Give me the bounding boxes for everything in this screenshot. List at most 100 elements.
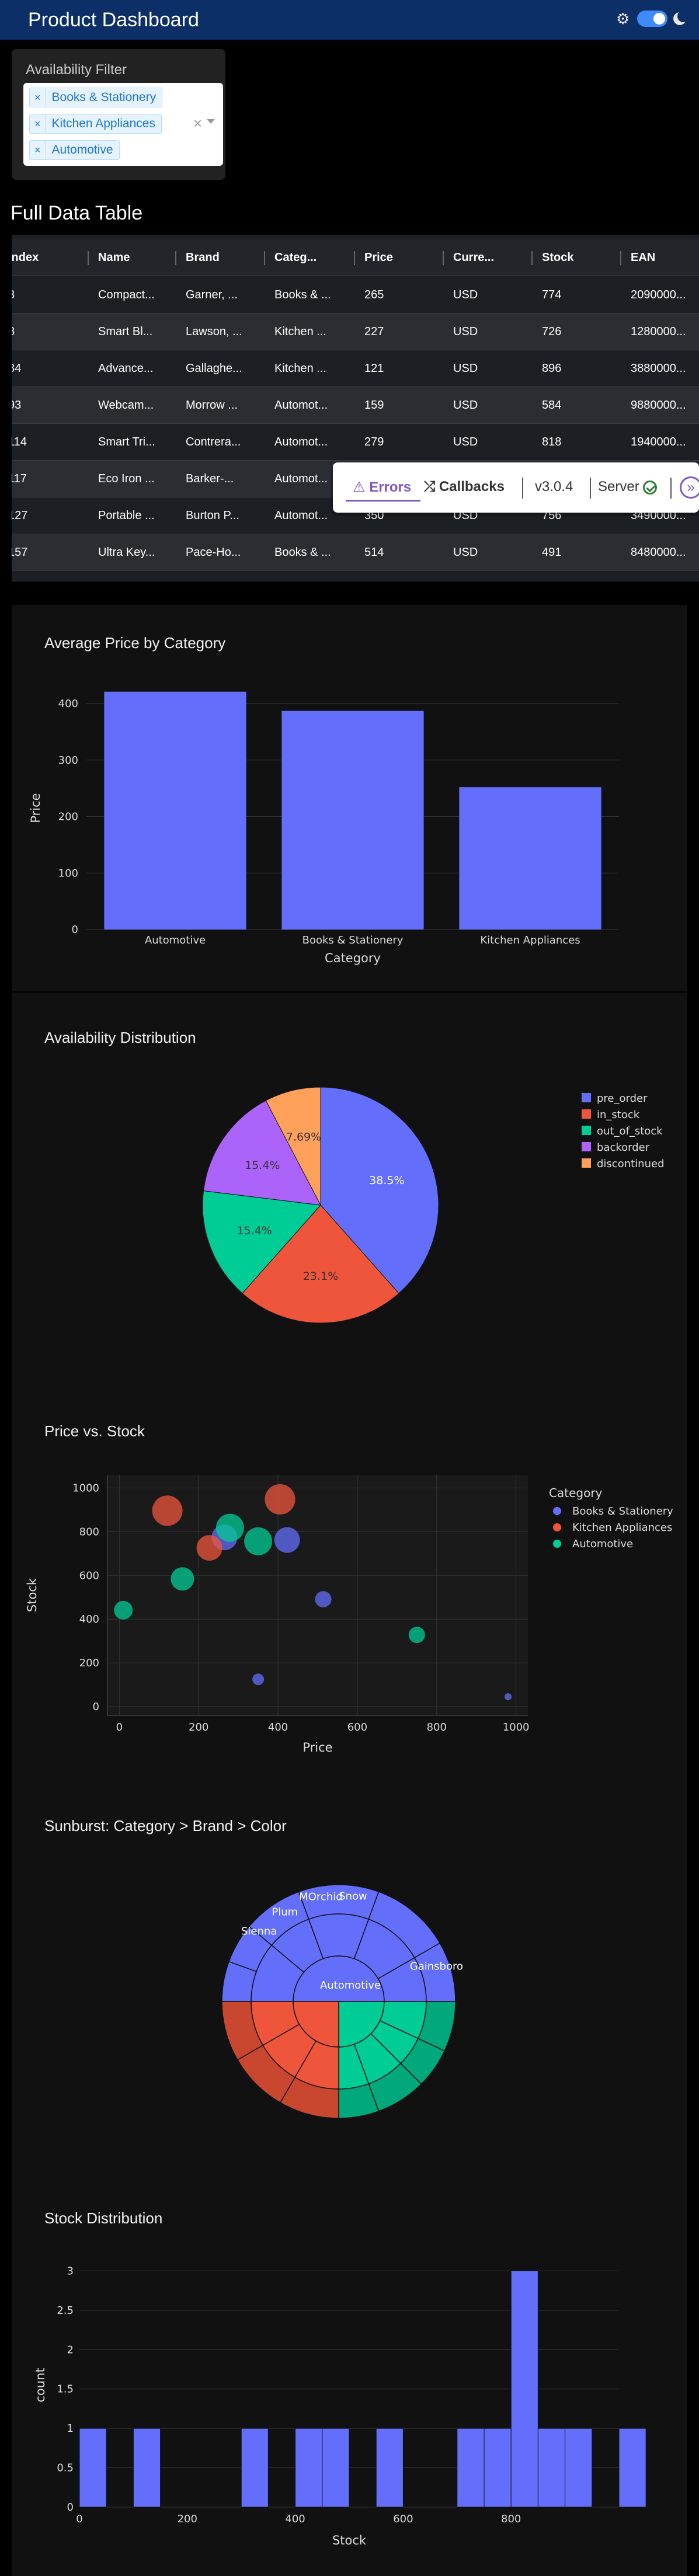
histogram-bar [510, 2270, 538, 2508]
y-tick-label: 400 [79, 1613, 99, 1625]
table-header-row[interactable]: Index Name Brand Categ... Price Curre... Stock… [12, 239, 699, 276]
clear-all-icon[interactable]: × [193, 114, 202, 132]
column-header[interactable]: Brand [186, 250, 220, 264]
x-axis-title: Category [325, 951, 381, 965]
check-circle-icon [643, 480, 658, 495]
histogram-bar [457, 2428, 485, 2508]
column-resize-handle[interactable] [88, 251, 89, 265]
legend-swatch [582, 1126, 591, 1135]
table-row[interactable]: 93 Webcam... Morrow ... Automot... 159 USD 584… [12, 387, 699, 424]
y-tick-label: 1000 [72, 1482, 99, 1494]
histogram-bar [295, 2428, 323, 2508]
column-header[interactable]: Curre... [453, 250, 495, 264]
column-resize-handle[interactable] [531, 251, 533, 265]
table-row[interactable]: 114 Smart Tri... Contrera... Automot... 279 U… [12, 424, 699, 461]
column-resize-handle[interactable] [175, 251, 176, 265]
chip-kitchen: × Kitchen Appliances [29, 114, 162, 134]
x-tick-label: 0 [116, 1721, 123, 1733]
stock-histogram[interactable]: 0 0.5 1 1.5 2 2.5 3 0 200 400 600 800 Stock count [12, 2177, 687, 2576]
column-header[interactable]: Name [98, 250, 130, 264]
remove-chip-icon[interactable]: × [30, 114, 46, 133]
slice-label: 15.4% [237, 1224, 272, 1237]
table-cell: 8 [12, 325, 90, 339]
avg-price-panel: Average Price by Category 0 100 200 300 400 A… [12, 605, 687, 991]
column-header[interactable]: Index [12, 250, 39, 264]
legend-marker [553, 1540, 561, 1548]
table-row[interactable]: 3 Compact... Garner, ... Books & ... 265 USD 7… [12, 277, 699, 314]
column-resize-handle[interactable] [620, 251, 621, 265]
slice-label: 15.4% [245, 1159, 280, 1172]
table-cell: 84 [12, 361, 22, 375]
scatter-point [114, 1600, 133, 1620]
bar [459, 787, 601, 930]
table-cell: Ultra Key... [98, 545, 155, 559]
column-header[interactable]: Price [364, 250, 393, 264]
column-header[interactable]: Stock [542, 250, 574, 264]
availability-panel: Availability Distribution 38.5% 23.1% 15.4… [12, 993, 687, 1387]
callbacks-tab[interactable]: ⤮ Callbacks [424, 479, 505, 495]
sunburst-label: Automotive [320, 1979, 381, 1992]
table-cell: 514 [364, 545, 384, 559]
avg-price-chart[interactable]: 0 100 200 300 400 Automotive Books & Stationer… [12, 605, 687, 991]
divider [670, 478, 672, 499]
table-cell: Compact... [98, 288, 155, 301]
warning-icon: ⚠ [353, 479, 366, 495]
column-resize-handle[interactable] [264, 251, 265, 265]
legend-label: Automotive [572, 1538, 633, 1550]
table-row[interactable]: 84 Advance... Gallaghe... Kitchen ... 121 USD… [12, 350, 699, 387]
remove-chip-icon[interactable]: × [30, 88, 46, 107]
table-cell: Pace-Ho... [186, 545, 241, 559]
version-label: v3.0.4 [535, 479, 573, 495]
scatter-point [315, 1591, 332, 1608]
scatter-point [505, 1693, 512, 1701]
x-tick-label: 600 [347, 1721, 367, 1733]
y-tick-label: 0.5 [57, 2462, 74, 2474]
histogram-bar [375, 2428, 404, 2508]
chart-title: Price vs. Stock [44, 1422, 145, 1440]
pie-slice [203, 1100, 321, 1206]
table-cell: Books & ... [274, 545, 331, 559]
table-cell: Webcam... [98, 398, 154, 412]
dropdown-caret-icon[interactable] [207, 119, 215, 124]
scatter-point [152, 1495, 183, 1526]
table-cell: USD [453, 325, 478, 338]
histogram-bar [565, 2428, 593, 2508]
column-header[interactable]: EAN [631, 250, 656, 264]
table-cell: Advance... [98, 361, 154, 375]
availability-multiselect[interactable]: × Books & Stationery × Kitchen Appliance… [23, 83, 223, 166]
table-cell: USD [453, 545, 478, 559]
column-header[interactable]: Categ... [274, 250, 317, 264]
table-cell: Contrera... [186, 435, 241, 448]
server-label: Server [598, 479, 639, 495]
column-resize-handle[interactable] [354, 251, 355, 265]
collapse-chevron-icon[interactable]: » [680, 476, 699, 499]
table-row[interactable]: 157 Ultra Key... Pace-Ho... Books & ... 514 U… [12, 534, 699, 571]
theme-toggle[interactable] [637, 11, 667, 27]
app-header: Product Dashboard ⚙ [0, 0, 699, 40]
chip-label: Automotive [51, 143, 113, 156]
availability-pie-chart[interactable]: 38.5% 23.1% 15.4% 15.4% 7.69% pre_order in_sto… [12, 993, 687, 1387]
remove-chip-icon[interactable]: × [30, 141, 46, 159]
y-tick-label: 0 [67, 2501, 74, 2514]
errors-tab[interactable]: ⚠ Errors [353, 479, 411, 496]
slice-label: 23.1% [303, 1270, 338, 1283]
legend-swatch [582, 1158, 591, 1168]
x-tick-label: Kitchen Appliances [480, 934, 580, 946]
table-row[interactable]: 8 Smart Bl... Lawson, ... Kitchen ... 227 USD… [12, 314, 699, 350]
gear-icon[interactable]: ⚙ [616, 10, 630, 27]
y-tick-label: 800 [79, 1526, 99, 1538]
column-resize-handle[interactable] [443, 251, 444, 265]
table-cell: Eco Iron ... [98, 472, 155, 485]
stock-dist-panel: Stock Distribution 0 0.5 1 1.5 2 2.5 3 0 200 400 6… [12, 2177, 687, 2576]
slice-label: 7.69% [286, 1130, 321, 1143]
y-tick-label: 0 [72, 924, 78, 936]
chip-label: Books & Stationery [51, 90, 157, 104]
table-cell: Books & ... [274, 288, 331, 301]
x-tick-label: 400 [268, 1721, 288, 1733]
price-stock-scatter[interactable]: 0 200 400 600 800 1000 0 200 400 600 800 1000 Books … [12, 1387, 687, 1782]
legend-marker [553, 1523, 561, 1531]
server-status: Server [598, 479, 658, 495]
y-tick-label: 1.5 [57, 2383, 74, 2396]
bar [104, 691, 246, 930]
